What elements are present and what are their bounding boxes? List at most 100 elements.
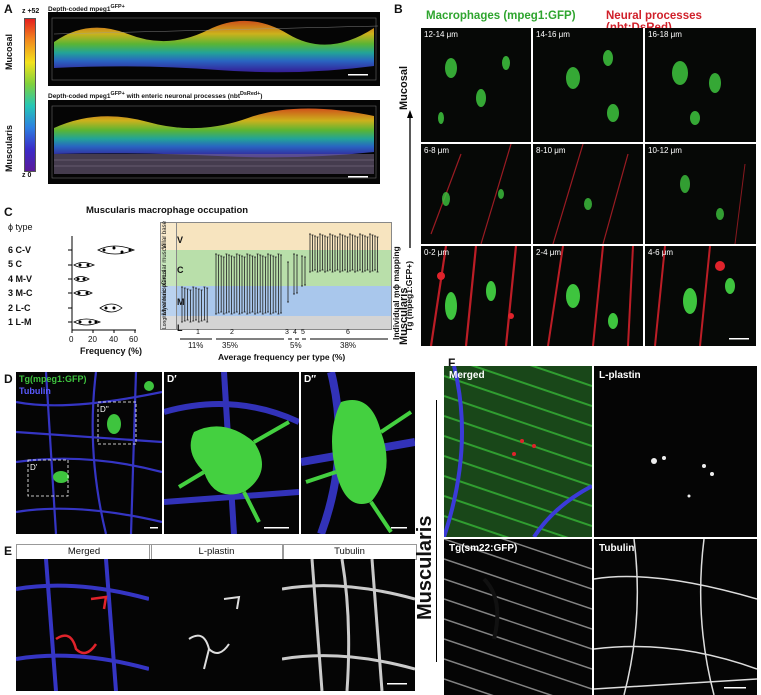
b-tile-label-2: 14-16 μm bbox=[536, 30, 570, 39]
x-axis-label: Frequency (%) bbox=[80, 346, 143, 356]
b-tile-label-8: 2-4 μm bbox=[536, 248, 562, 257]
right-label-1-text: Individual mϕ mapping bbox=[391, 246, 401, 340]
row-4: 4 M-V bbox=[8, 272, 33, 286]
panel-b-mucosal-text: Mucosal bbox=[398, 65, 410, 110]
b-tile-label-7: 0-2 μm bbox=[424, 248, 450, 257]
right-label-2: Tg (mpeg1:GFP+) bbox=[404, 224, 417, 334]
row-5-num: 5 bbox=[8, 259, 14, 270]
violin-plot bbox=[68, 236, 136, 333]
depth-colorbar bbox=[24, 18, 36, 172]
depth-arrow bbox=[407, 110, 413, 248]
row-3: 3 M-C bbox=[8, 286, 33, 300]
f-side-rule bbox=[436, 400, 437, 662]
f-merged-label: Merged bbox=[449, 370, 485, 381]
d-double-prime-label: D″ bbox=[304, 374, 317, 385]
b-tile-label-5: 8-10 μm bbox=[536, 146, 566, 155]
panel-a-title-2: Depth-coded mpeg1GFP+ with enteric neuro… bbox=[48, 91, 262, 100]
row-3-num: 3 bbox=[8, 288, 14, 299]
panel-c-title: Muscularis macrophage occupation bbox=[86, 205, 249, 216]
pct-11: 11% bbox=[188, 341, 204, 350]
b-tile-4-6: 4-6 μm bbox=[645, 246, 756, 346]
e-header-tubulin: Tubulin bbox=[282, 544, 417, 560]
b-tile-6-8: 6-8 μm bbox=[421, 144, 531, 244]
panel-d-prime: D′ bbox=[164, 372, 299, 534]
f-tubulin-image: Tubulin bbox=[594, 539, 757, 695]
row-2-num: 2 bbox=[8, 302, 14, 313]
panel-a-title-1: Depth-coded mpeg1GFP+ bbox=[48, 4, 125, 13]
group-4: 4 bbox=[293, 329, 297, 336]
x-tick-0: 0 bbox=[69, 335, 74, 344]
e-tubulin-image bbox=[282, 559, 415, 691]
panel-a-title-2-rest: with enteric neuronal processes (nbt bbox=[124, 93, 240, 101]
depth-coded-image-2 bbox=[48, 100, 380, 184]
panel-e-letter: E bbox=[4, 544, 13, 558]
d-label-green: Tg(mpeg1:GFP) bbox=[19, 374, 87, 384]
panel-a-title-2-end: ) bbox=[260, 93, 263, 101]
phi-type-rows: 6 C-V 5 C 4 M-V 3 M-C 2 L-C 1 L-M bbox=[8, 243, 33, 329]
z-bottom-label: z 0 bbox=[22, 172, 32, 179]
pct-5: 5% bbox=[290, 341, 302, 350]
panel-a-mucosal-label: Mucosal bbox=[4, 30, 16, 70]
row-4-num: 4 bbox=[8, 273, 14, 284]
row-5-label: C bbox=[15, 259, 23, 270]
right-label-2-text: Tg (mpeg1:GFP+) bbox=[404, 260, 414, 332]
x-tick-60: 60 bbox=[129, 335, 138, 344]
right-label-1: Individual mϕ mapping bbox=[391, 220, 404, 340]
layer-letter-l: L bbox=[177, 323, 183, 333]
panel-a-letter: A bbox=[4, 2, 13, 16]
f-side-label-text: Muscularis bbox=[414, 515, 436, 620]
b-tile-label-1: 12-14 μm bbox=[424, 30, 458, 39]
f-lplastin-label: L-plastin bbox=[599, 370, 641, 381]
panel-b-mucosal-label: Mucosal bbox=[398, 40, 412, 110]
panel-b-grid: 12-14 μm 14-16 μm 16-18 μm 6-8 μm 8-10 μ… bbox=[421, 28, 756, 346]
f-sm22-label: Tg(sm22:GFP) bbox=[449, 543, 518, 554]
group-5: 5 bbox=[301, 329, 305, 336]
b-tile-label-9: 4-6 μm bbox=[648, 248, 674, 257]
f-sm22-image: Tg(sm22:GFP) bbox=[444, 539, 592, 695]
panel-a-title-1-sup: GFP+ bbox=[110, 4, 125, 10]
b-tile-label-4: 6-8 μm bbox=[424, 146, 450, 155]
b-tile-12-14: 12-14 μm bbox=[421, 28, 531, 142]
group-1: 1 bbox=[196, 329, 200, 336]
layer-letter-m: M bbox=[177, 297, 185, 307]
row-1: 1 L-M bbox=[8, 315, 33, 329]
d-box-2: D'' bbox=[100, 405, 109, 414]
f-tubulin-label: Tubulin bbox=[599, 543, 635, 554]
row-4-label: M-V bbox=[15, 273, 33, 284]
avg-frequency-label: Average frequency per type (%) bbox=[218, 352, 346, 362]
row-6-label: C-V bbox=[15, 245, 32, 255]
layer-letter-v: V bbox=[177, 235, 184, 245]
panel-a-muscularis-label: Muscularis bbox=[4, 110, 16, 172]
b-tile-10-12: 10-12 μm bbox=[645, 144, 756, 244]
layer-side-longitudinal: Longitudinal muscle bbox=[162, 285, 174, 329]
panel-a-title-1-text: Depth-coded mpeg1 bbox=[48, 6, 111, 14]
panel-d-double-prime: D″ bbox=[301, 372, 415, 534]
panel-a-muscularis-text: Muscularis bbox=[4, 124, 14, 172]
pct-35: 35% bbox=[222, 341, 239, 350]
row-1-num: 1 bbox=[8, 317, 14, 328]
row-3-label: M-C bbox=[15, 288, 33, 299]
pct-38: 38% bbox=[340, 341, 357, 350]
e-merged-image bbox=[16, 559, 149, 691]
group-6: 6 bbox=[346, 329, 350, 336]
b-tile-2-4: 2-4 μm bbox=[533, 246, 643, 346]
b-tile-label-6: 10-12 μm bbox=[648, 146, 682, 155]
z-top-label: z +52 bbox=[22, 8, 40, 15]
d-prime-label: D′ bbox=[167, 374, 177, 385]
panel-d-letter: D bbox=[4, 372, 13, 386]
panel-a-title-2-sup: GFP+ bbox=[110, 91, 125, 97]
layer-side-col bbox=[161, 223, 177, 329]
panel-a-title-2-sup2: DsRed+ bbox=[240, 91, 261, 97]
x-tick-40: 40 bbox=[109, 335, 118, 344]
e-header-lplastin: L-plastin bbox=[149, 544, 284, 560]
b-tile-8-10: 8-10 μm bbox=[533, 144, 643, 244]
f-merged-image: Merged bbox=[444, 366, 592, 537]
e-lplastin-image bbox=[149, 559, 282, 691]
panel-a-mucosal-text: Mucosal bbox=[4, 33, 14, 70]
b-tile-16-18: 16-18 μm bbox=[645, 28, 756, 142]
d-label-blue: Tubulin bbox=[19, 386, 51, 396]
e-header-merged: Merged bbox=[16, 544, 152, 560]
layer-side-longitudinal-text: Longitudinal muscle bbox=[162, 284, 168, 329]
b-tile-label-3: 16-18 μm bbox=[648, 30, 682, 39]
x-tick-20: 20 bbox=[88, 335, 97, 344]
